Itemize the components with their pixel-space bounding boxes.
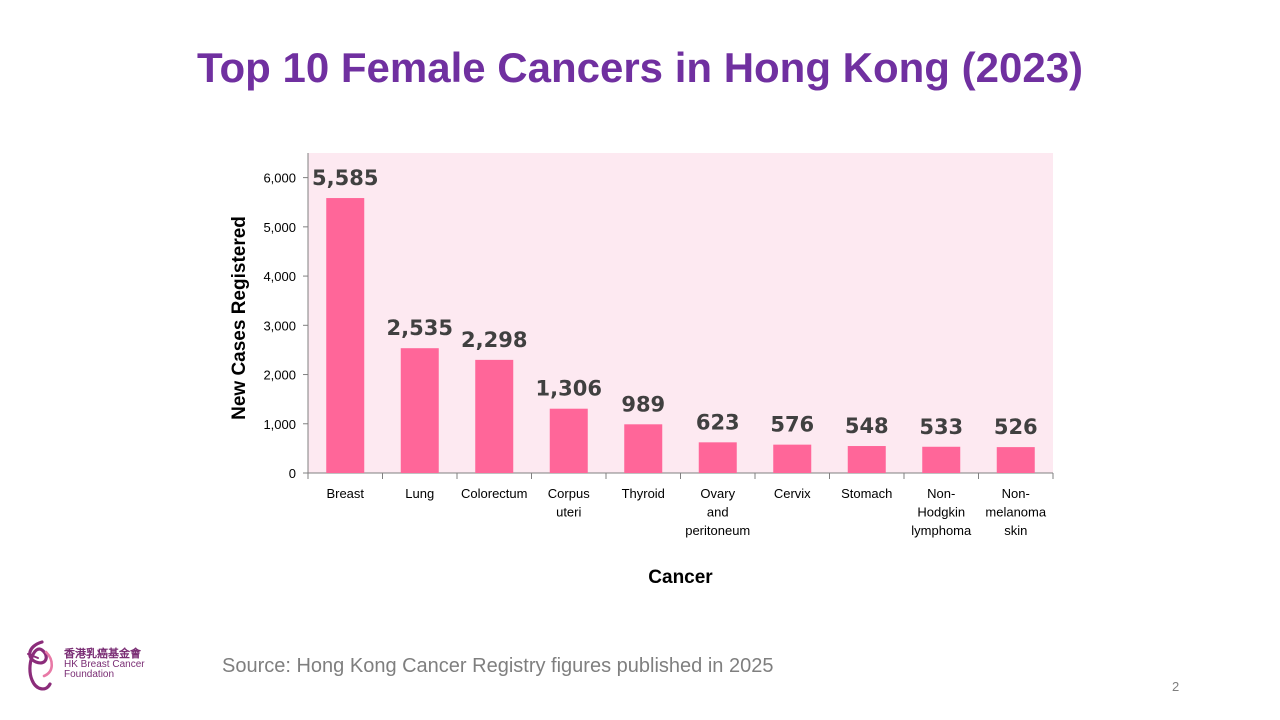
bar <box>922 446 961 473</box>
pink-ribbon-icon <box>27 640 54 691</box>
data-labels: 5,585 2,535 2,298 1,306 989 623 576 548 533 526 <box>312 166 1038 439</box>
bar-value-label: 5,585 <box>312 166 378 190</box>
x-axis <box>307 472 1054 479</box>
y-tick-label: 2,000 <box>263 368 296 383</box>
category-labels: Breast Lung Colorectum Corpus uteri Thyroid Ov… <box>326 486 1046 538</box>
logo-name-english-2: Foundation <box>64 669 115 680</box>
y-axis: 0 1,000 2,000 3,000 4,000 5,000 6,000 <box>263 153 309 481</box>
bar-value-label: 548 <box>845 414 889 438</box>
x-tick-label: Stomach <box>841 486 892 501</box>
x-tick-label: Lung <box>405 486 434 501</box>
bar-value-label: 526 <box>994 415 1038 439</box>
bar-value-label: 989 <box>621 392 665 416</box>
y-tick-label: 4,000 <box>263 269 296 284</box>
bar-value-label: 2,298 <box>461 328 527 352</box>
slide-title: Top 10 Female Cancers in Hong Kong (2023… <box>196 44 1084 91</box>
y-tick-label: 3,000 <box>263 318 296 333</box>
bar <box>847 446 886 473</box>
y-tick-label: 6,000 <box>263 171 296 186</box>
bar <box>326 198 365 474</box>
x-tick-label: Non-melanoma skin <box>985 486 1046 538</box>
bar <box>624 424 663 473</box>
x-tick-label: Colorectum <box>461 486 527 501</box>
bar-value-label: 576 <box>770 413 814 437</box>
y-tick-label: 0 <box>289 466 296 481</box>
y-tick-label: 5,000 <box>263 220 296 235</box>
source-note: Source: Hong Kong Cancer Registry figure… <box>222 655 774 677</box>
x-axis-title: Cancer <box>648 567 713 588</box>
x-tick-label: Cervix <box>774 486 811 501</box>
y-tick-label: 1,000 <box>263 417 296 432</box>
x-tick-label: Ovary and peritoneum <box>685 486 750 538</box>
bar-value-label: 623 <box>696 410 740 434</box>
logo-name-chinese: 香港乳癌基金會 <box>64 648 141 660</box>
logo-name-english-1: HK Breast Cancer <box>64 659 145 670</box>
x-tick-label: Non-Hodgkin lymphoma <box>911 486 972 538</box>
foundation-logo: 香港乳癌基金會 HK Breast Cancer Foundation <box>20 636 170 702</box>
bar <box>400 348 439 473</box>
bar <box>996 447 1035 473</box>
x-tick-label: Thyroid <box>622 486 665 501</box>
bar-series <box>326 198 1035 474</box>
bar <box>549 408 588 473</box>
bar <box>773 444 812 473</box>
bar <box>698 442 737 473</box>
bar-value-label: 2,535 <box>387 316 453 340</box>
bar-value-label: 1,306 <box>536 377 602 401</box>
x-tick-label: Corpus uteri <box>548 486 590 520</box>
bar <box>475 359 514 473</box>
page-number: 2 <box>1172 679 1180 694</box>
x-tick-label: Breast <box>326 486 364 501</box>
y-axis-title: New Cases Registered <box>229 216 250 420</box>
bar-value-label: 533 <box>919 415 963 439</box>
